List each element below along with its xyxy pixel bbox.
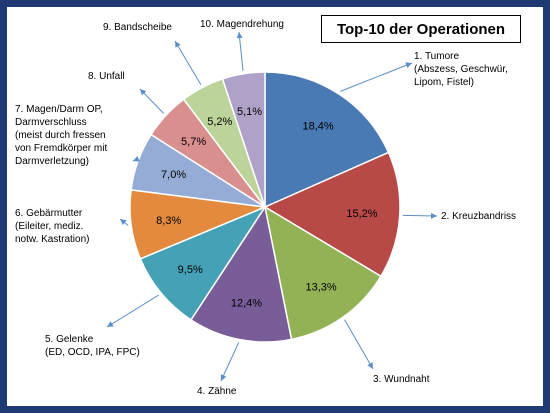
leader-arrowhead-3 bbox=[367, 362, 373, 369]
category-label-line: 1. Tumore bbox=[414, 51, 460, 62]
slice-value-label-10: 5,1% bbox=[237, 106, 262, 118]
slice-value-label-8: 5,7% bbox=[181, 136, 206, 148]
leader-arrowhead-8 bbox=[140, 89, 147, 96]
slice-value-label-4: 12,4% bbox=[231, 297, 262, 309]
category-label-line: von Fremdkörper mit bbox=[15, 143, 108, 154]
pie-slice-10 bbox=[221, 71, 266, 208]
leader-arrowhead-10 bbox=[236, 32, 243, 39]
category-label-line: (Eileiter, mediz. bbox=[15, 221, 84, 232]
category-label-5: 5. Gelenke (ED, OCD, IPA, FPC) bbox=[45, 333, 140, 359]
category-label-4: 4. Zähne bbox=[197, 385, 236, 398]
leader-line-5 bbox=[106, 294, 159, 328]
category-label-line: (ED, OCD, IPA, FPC) bbox=[45, 347, 140, 358]
pie-chart: 18,4% 15,2% 13,3% 12,4% 9,5% 8,3% 7,0% 5,7%5,2%… bbox=[106, 31, 438, 382]
leader-arrowhead-2 bbox=[431, 212, 437, 219]
slice-value-label-9: 5,2% bbox=[207, 116, 232, 128]
category-label-1: 1. Tumore (Abszess, Geschwür, Lipom, Fiste… bbox=[414, 50, 508, 89]
pie-slice-3 bbox=[263, 205, 382, 341]
category-label-9: 9. Bandscheibe bbox=[103, 21, 172, 34]
category-label-line: 8. Unfall bbox=[88, 71, 125, 82]
category-label-line: 4. Zähne bbox=[197, 386, 237, 397]
pie-slice-1 bbox=[264, 71, 390, 209]
chart-title: Top-10 der Operationen bbox=[321, 15, 521, 43]
category-label-line: notw. Kastration) bbox=[15, 234, 90, 245]
leader-arrowhead-1 bbox=[405, 62, 412, 68]
pie-slice-4 bbox=[189, 205, 293, 343]
leader-line-4 bbox=[220, 342, 240, 382]
category-label-8: 8. Unfall bbox=[88, 70, 125, 83]
slice-value-label-1: 18,4% bbox=[302, 121, 333, 133]
category-label-3: 3. Wundnaht bbox=[373, 373, 430, 386]
category-label-6: 6. Gebärmutter (Eileiter, mediz. notw. Kas… bbox=[15, 207, 89, 246]
slice-value-label-5: 9,5% bbox=[178, 264, 203, 276]
category-label-10: 10. Magendrehung bbox=[200, 18, 284, 31]
category-label-7: 7. Magen/Darm OP, Darmverschluss (meist du… bbox=[15, 103, 107, 168]
category-label-line: 9. Bandscheibe bbox=[103, 22, 172, 33]
slice-value-label-3: 13,3% bbox=[305, 281, 336, 293]
leader-arrowhead-6 bbox=[120, 219, 127, 225]
chart-frame: 18,4% 15,2% 13,3% 12,4% 9,5% 8,3% 7,0% 5,7% 5,2%… bbox=[7, 7, 543, 406]
category-label-2: 2. Kreuzbandriss bbox=[441, 210, 516, 223]
category-label-line: Darmverschluss bbox=[15, 117, 87, 128]
category-label-line: Darmverletzung) bbox=[15, 156, 89, 167]
leader-line-1 bbox=[340, 62, 413, 92]
pie-slice-2 bbox=[263, 151, 401, 278]
category-label-line: 5. Gelenke bbox=[45, 334, 94, 345]
category-label-line: 6. Gebärmutter bbox=[15, 208, 83, 219]
category-label-line: Lipom, Fistel) bbox=[414, 77, 475, 88]
slice-value-label-6: 8,3% bbox=[156, 215, 181, 227]
slice-value-label-7: 7,0% bbox=[161, 169, 186, 181]
leader-line-3 bbox=[344, 319, 374, 370]
category-label-line: 2. Kreuzbandriss bbox=[441, 211, 517, 222]
leader-arrowhead-9 bbox=[175, 41, 181, 48]
category-label-line: 10. Magendrehung bbox=[200, 19, 284, 30]
pie-slice-5 bbox=[139, 205, 267, 321]
category-label-line: (Abszess, Geschwür, bbox=[414, 64, 508, 75]
leader-line-10 bbox=[238, 31, 244, 71]
leader-arrowhead-7 bbox=[133, 156, 140, 162]
category-label-line: 7. Magen/Darm OP, bbox=[15, 104, 103, 115]
slice-value-label-2: 15,2% bbox=[346, 208, 377, 220]
category-label-line: (meist durch fressen bbox=[15, 130, 106, 141]
leader-arrowhead-5 bbox=[107, 321, 114, 327]
leader-arrowhead-4 bbox=[220, 374, 227, 381]
category-label-line: 3. Wundnaht bbox=[373, 374, 430, 385]
leader-line-9 bbox=[174, 40, 202, 86]
